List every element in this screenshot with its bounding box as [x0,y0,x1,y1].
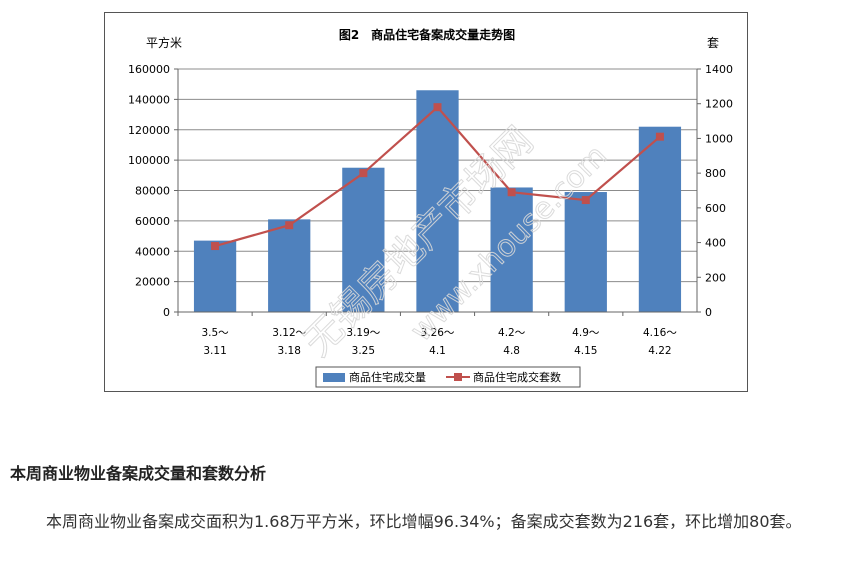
line-point [655,132,664,141]
bar [268,219,311,312]
y-right-tick-label: 1200 [705,98,733,111]
line-point [507,188,516,197]
line-point [433,103,442,112]
x-tick-label: 3.25 [352,345,375,357]
x-tick-label: 4.15 [574,345,597,357]
line-point [359,169,368,178]
line-point [581,196,590,205]
bar [342,167,385,312]
legend-bar-label: 商品住宅成交量 [349,370,426,384]
chart-title: 图2 商品住宅备案成交量走势图 [339,27,515,42]
y-right-tick-label: 800 [705,167,726,180]
x-tick-label: 4.22 [648,345,671,357]
x-tick-label: 3.19～ [346,327,380,339]
legend-line-marker [454,373,462,381]
x-tick-label: 4.2～ [498,327,526,339]
y-right-tick-label: 400 [705,237,726,250]
y-left-tick-label: 140000 [128,93,170,106]
line-series [211,103,664,251]
bar-series [193,90,682,313]
bar [416,90,459,312]
line-point [211,242,220,251]
x-tick-label: 3.5～ [201,327,229,339]
bar [564,192,607,312]
bar [193,240,237,312]
chart-frame: 0 20000 40000 60000 80000 100000 120000 140000 1… [104,12,748,392]
bar [638,126,682,313]
combo-chart: 0 20000 40000 60000 80000 100000 120000 140000 1… [128,27,733,388]
y-right-tick-label: 1400 [705,63,733,76]
analysis-paragraph: 本周商业物业备案成交面积为1.68万平方米，环比增幅96.34%；备案成交套数为… [46,512,802,531]
x-tick-label: 4.16～ [643,327,677,339]
axes: 0 20000 40000 60000 80000 100000 120000 140000 1… [128,63,733,357]
y-left-tick-label: 40000 [135,245,170,258]
y-left-unit: 平方米 [146,35,182,50]
y-right-tick-label: 0 [705,306,712,319]
section-heading: 本周商业物业备案成交量和套数分析 [10,464,267,483]
y-right-tick-label: 1000 [705,132,733,145]
y-left-tick-label: 160000 [128,63,170,76]
y-left-tick-label: 0 [163,306,170,319]
x-tick-label: 3.26～ [421,327,455,339]
x-tick-label: 4.1 [429,345,446,357]
y-left-tick-label: 80000 [135,185,170,198]
x-tick-label: 4.9～ [572,327,600,339]
y-left-tick-label: 120000 [128,124,170,137]
y-left-tick-label: 100000 [128,154,170,167]
y-left-tick-label: 20000 [135,276,170,289]
legend-line-label: 商品住宅成交套数 [473,370,561,384]
y-left-tick-label: 60000 [135,215,170,228]
legend: 商品住宅成交量 商品住宅成交套数 [315,366,581,388]
x-tick-label: 3.18 [278,345,301,357]
y-right-tick-label: 200 [705,271,726,284]
x-tick-label: 4.8 [503,345,520,357]
legend-bar-swatch [323,373,345,382]
bar [490,187,533,312]
line-point [285,221,294,230]
y-right-tick-label: 600 [705,202,726,215]
y-right-unit: 套 [707,36,719,50]
x-tick-label: 3.12～ [272,327,306,339]
x-tick-label: 3.11 [203,345,226,357]
